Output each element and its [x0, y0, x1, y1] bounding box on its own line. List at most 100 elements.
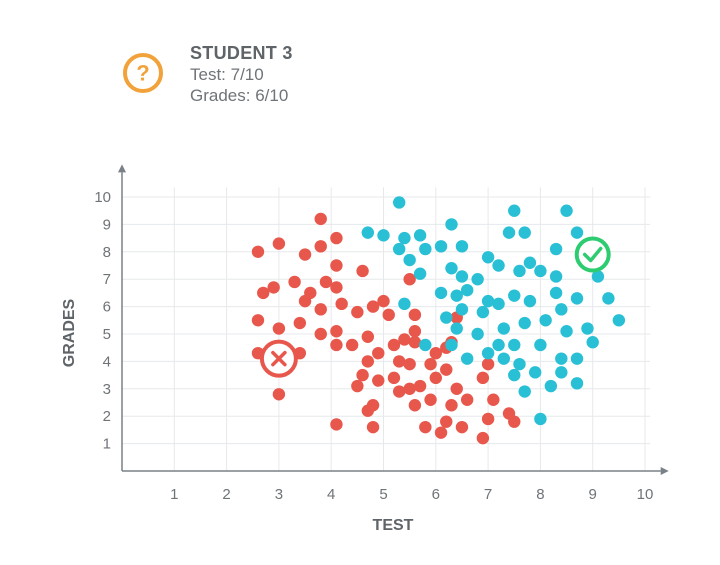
data-point [513, 357, 526, 371]
data-point [539, 314, 552, 327]
data-point [377, 294, 390, 308]
data-point [356, 264, 369, 278]
data-point [534, 412, 547, 426]
x-tick-label: 6 [432, 486, 440, 503]
data-point [314, 240, 327, 253]
data-point [492, 338, 505, 352]
data-point [267, 281, 280, 294]
data-point [424, 357, 437, 371]
data-point [528, 366, 542, 379]
data-point [361, 330, 375, 343]
data-point [429, 371, 442, 385]
data-point [508, 204, 521, 217]
x-axis-arrow-icon [660, 467, 669, 475]
data-point [272, 322, 286, 335]
data-point [445, 262, 458, 275]
y-tick-label: 6 [103, 299, 111, 316]
data-point [445, 399, 458, 412]
x-tick-label: 9 [589, 486, 597, 503]
x-tick-label: 8 [536, 486, 544, 503]
data-point [455, 303, 469, 316]
data-point [356, 368, 369, 382]
data-point [440, 311, 453, 324]
check-circle [574, 236, 611, 273]
data-point [382, 308, 395, 322]
data-point [392, 385, 406, 398]
y-axis-arrow-icon [118, 164, 126, 173]
data-point [555, 366, 568, 379]
data-point [523, 256, 537, 269]
data-point [408, 325, 422, 338]
data-point [502, 226, 516, 239]
data-point [570, 377, 584, 390]
data-point [387, 371, 401, 385]
check-mark [582, 246, 603, 263]
data-point [476, 371, 490, 385]
data-point [366, 420, 380, 434]
data-point [549, 270, 563, 283]
data-point [460, 393, 474, 406]
chart-points [251, 196, 626, 445]
svg-text:?: ? [136, 61, 149, 86]
data-point [434, 286, 448, 300]
data-point [555, 303, 568, 316]
data-point [455, 240, 469, 253]
y-tick-label: 10 [94, 189, 111, 206]
y-tick-label: 5 [103, 326, 111, 343]
student-info: STUDENT 3 Test: 7/10 Grades: 6/10 [190, 42, 450, 106]
data-point [434, 240, 448, 253]
data-point [508, 415, 521, 428]
data-point [481, 412, 495, 426]
data-point [419, 242, 432, 256]
data-point [560, 325, 573, 338]
data-point [330, 281, 343, 294]
data-point [293, 316, 307, 330]
cross-stroke [271, 350, 287, 367]
data-point [471, 273, 484, 286]
student-test-score: Test: 7/10 [190, 65, 264, 84]
data-point [392, 355, 406, 368]
data-point [450, 289, 463, 302]
data-point [497, 352, 510, 365]
data-point [403, 253, 416, 267]
data-point [351, 305, 364, 319]
data-point [413, 267, 427, 280]
data-point [549, 286, 563, 300]
data-point [513, 264, 526, 278]
y-tick-label: 2 [103, 408, 111, 425]
data-point [455, 270, 469, 283]
data-point [372, 346, 385, 360]
x-tick-label: 10 [637, 486, 654, 503]
chart-ticks: 1 2 3 4 5 6 7 8 9 10 1 2 3 4 5 6 7 8 9 10 [94, 189, 653, 503]
x-tick-label: 5 [379, 486, 387, 503]
data-point [408, 336, 422, 349]
data-point [591, 270, 605, 283]
chart-markers [259, 236, 611, 378]
y-tick-label: 3 [103, 381, 111, 398]
data-point [471, 327, 484, 341]
data-point [392, 196, 406, 209]
y-tick-label: 4 [103, 353, 111, 370]
question-mark-icon: ? [123, 53, 163, 93]
data-point [361, 404, 375, 417]
student-title: STUDENT 3 [190, 43, 293, 63]
data-point [445, 218, 458, 231]
data-point [570, 292, 584, 305]
data-point [314, 303, 327, 316]
data-point [272, 237, 286, 250]
data-point [487, 393, 500, 406]
data-point [586, 336, 599, 349]
data-point [330, 418, 343, 431]
data-point [330, 231, 343, 245]
data-point [298, 248, 312, 261]
data-point [481, 346, 495, 360]
data-point [481, 294, 495, 308]
data-point [408, 399, 422, 412]
data-point [372, 374, 385, 387]
data-point [555, 352, 568, 365]
data-point [570, 226, 584, 239]
data-point [272, 388, 286, 401]
data-point [377, 229, 390, 242]
data-point [403, 273, 416, 286]
